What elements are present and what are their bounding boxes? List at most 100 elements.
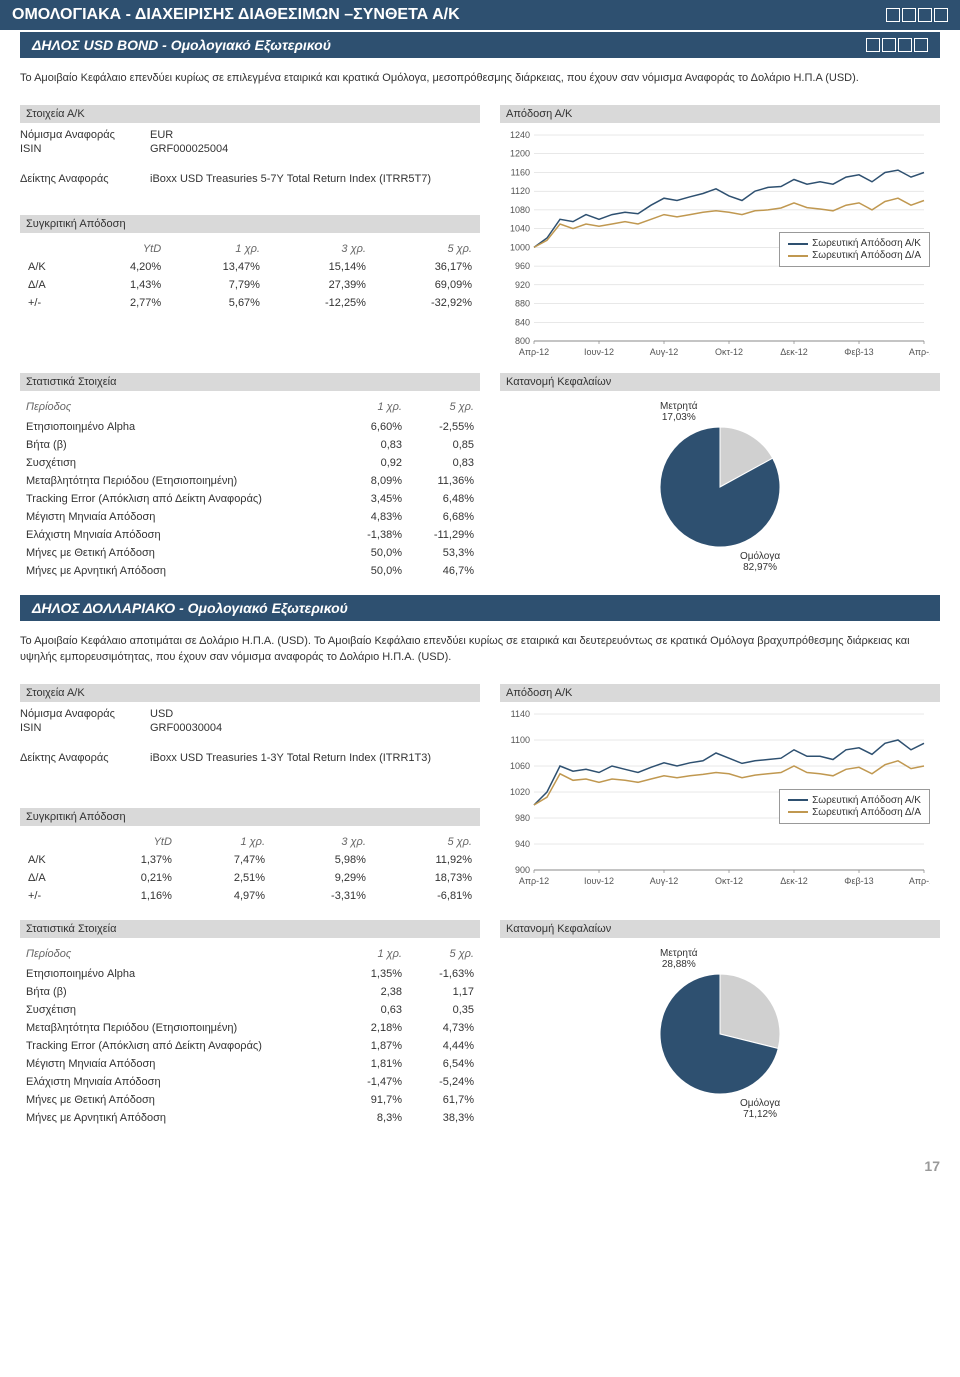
svg-text:900: 900: [515, 865, 530, 875]
table-row: Συσχέτιση0,920,83: [22, 455, 478, 471]
table-row: Συσχέτιση0,630,35: [22, 1002, 478, 1018]
fund2-comp-title: Συγκριτική Απόδοση: [20, 808, 480, 826]
svg-text:1040: 1040: [510, 223, 530, 233]
currency-value: EUR: [150, 129, 173, 141]
fund1-comp-title: Συγκριτική Απόδοση: [20, 215, 480, 233]
fund2-line-chart: 900 940 980 1020 1060 1100 1140 Απρ-12 Ιουν-12 Αυ…: [500, 708, 940, 888]
isin-label: ISIN: [20, 143, 150, 155]
table-row: Βήτα (β)0,830,85: [22, 437, 478, 453]
fund2-alloc-title: Κατανομή Κεφαλαίων: [500, 920, 940, 938]
table-header: YtD1 χρ.3 χρ.5 χρ.: [22, 241, 478, 257]
fund2-stats-rows: Ετησιοποιημένο Alpha1,35%-1,63% Βήτα (β)2…: [20, 964, 480, 1128]
currency-label: Νόμισμα Αναφοράς: [20, 708, 150, 720]
fund2-pie-chart: Μετρητά28,88%Ομόλογα71,12%: [500, 944, 940, 1124]
svg-text:Απρ-13: Απρ-13: [909, 876, 930, 886]
fund1-title: ΔΗΛΟΣ USD BOND - Ομολογιακό Εξωτερικού: [32, 37, 331, 53]
fund2-details-title: Στοιχεία Α/Κ: [20, 684, 480, 702]
fund2-stats-table: Περίοδος1 χρ.5 χρ.: [20, 944, 480, 964]
header-decor: [886, 8, 948, 22]
fund2-perf-table: YtD1 χρ.3 χρ.5 χρ. Α/Κ1,37%7,47%5,98%11,…: [20, 832, 480, 906]
currency-label: Νόμισμα Αναφοράς: [20, 129, 150, 141]
table-row: Ετησιοποιημένο Alpha1,35%-1,63%: [22, 966, 478, 982]
svg-text:Φεβ-13: Φεβ-13: [844, 347, 873, 357]
svg-text:920: 920: [515, 279, 530, 289]
fund2-description: Το Αμοιβαίο Κεφάλαιο αποτιμάται σε Δολάρ…: [20, 633, 940, 666]
svg-text:1140: 1140: [511, 709, 530, 719]
svg-text:Απρ-13: Απρ-13: [909, 347, 930, 357]
fund1-description: Το Αμοιβαίο Κεφάλαιο επενδύει κυρίως σε …: [20, 70, 940, 87]
info-row: ISIN GRF00030004: [20, 722, 480, 734]
table-row: Μήνες με Αρνητική Απόδοση50,0%46,7%: [22, 563, 478, 579]
svg-text:Οκτ-12: Οκτ-12: [715, 876, 743, 886]
info-row: Δείκτης Αναφοράς iBoxx USD Treasuries 5-…: [20, 173, 480, 185]
fund1-stats-rows: Ετησιοποιημένο Alpha6,60%-2,55% Βήτα (β)0…: [20, 417, 480, 581]
table-row: Μεταβλητότητα Περιόδου (Ετησιοποιημένη)8…: [22, 473, 478, 489]
svg-text:Αυγ-12: Αυγ-12: [650, 876, 678, 886]
svg-text:960: 960: [515, 261, 530, 271]
svg-text:1200: 1200: [510, 148, 530, 158]
svg-text:Ιουν-12: Ιουν-12: [584, 347, 614, 357]
table-row: Ετησιοποιημένο Alpha6,60%-2,55%: [22, 419, 478, 435]
svg-text:840: 840: [515, 317, 530, 327]
isin-value: GRF000025004: [150, 143, 228, 155]
table-row: Μέγιστη Μηνιαία Απόδοση1,81%6,54%: [22, 1056, 478, 1072]
table-header: Περίοδος1 χρ.5 χρ.: [22, 399, 478, 415]
isin-value: GRF00030004: [150, 722, 222, 734]
table-row: Μεταβλητότητα Περιόδου (Ετησιοποιημένη)2…: [22, 1020, 478, 1036]
svg-text:1000: 1000: [510, 242, 530, 252]
svg-text:Απρ-12: Απρ-12: [519, 347, 549, 357]
svg-text:1080: 1080: [510, 204, 530, 214]
table-row: Α/Κ4,20%13,47%15,14%36,17%: [22, 259, 478, 275]
benchmark-label: Δείκτης Αναφοράς: [20, 752, 150, 764]
benchmark-label: Δείκτης Αναφοράς: [20, 173, 150, 185]
table-row: Μήνες με Αρνητική Απόδοση8,3%38,3%: [22, 1110, 478, 1126]
fund1-perf-table: YtD1 χρ.3 χρ.5 χρ. Α/Κ4,20%13,47%15,14%3…: [20, 239, 480, 313]
svg-text:Απρ-12: Απρ-12: [519, 876, 549, 886]
fund1-alloc-title: Κατανομή Κεφαλαίων: [500, 373, 940, 391]
table-row: Tracking Error (Απόκλιση από Δείκτη Αναφ…: [22, 491, 478, 507]
svg-text:Δεκ-12: Δεκ-12: [780, 347, 808, 357]
fund1-details-title: Στοιχεία Α/Κ: [20, 105, 480, 123]
table-header: YtD1 χρ.3 χρ.5 χρ.: [22, 834, 478, 850]
svg-text:1020: 1020: [510, 787, 530, 797]
info-row: ISIN GRF000025004: [20, 143, 480, 155]
table-row: Δ/Α0,21%2,51%9,29%18,73%: [22, 870, 478, 886]
table-row: Δ/Α1,43%7,79%27,39%69,09%: [22, 277, 478, 293]
fund1-stats-table: Περίοδος1 χρ.5 χρ.: [20, 397, 480, 417]
fund1-perf-title: Απόδοση Α/Κ: [500, 105, 940, 123]
isin-label: ISIN: [20, 722, 150, 734]
info-row: Δείκτης Αναφοράς iBoxx USD Treasuries 1-…: [20, 752, 480, 764]
svg-text:1160: 1160: [511, 167, 530, 177]
svg-text:Φεβ-13: Φεβ-13: [844, 876, 873, 886]
svg-text:Ιουν-12: Ιουν-12: [584, 876, 614, 886]
table-row: +/-1,16%4,97%-3,31%-6,81%: [22, 888, 478, 904]
svg-text:Δεκ-12: Δεκ-12: [780, 876, 808, 886]
fund2-title: ΔΗΛΟΣ ΔΟΛΛΑΡΙΑΚΟ - Ομολογιακό Εξωτερικού: [32, 600, 348, 616]
main-title-bar: ΟΜΟΛΟΓΙΑΚΑ - ΔΙΑΧΕΙΡΙΣΗΣ ΔΙΑΘΕΣΙΜΩΝ –ΣΥΝ…: [0, 0, 960, 30]
benchmark-value: iBoxx USD Treasuries 5-7Υ Total Return I…: [150, 173, 431, 185]
fund1-pie-chart: Μετρητά17,03%Ομόλογα82,97%: [500, 397, 940, 577]
currency-value: USD: [150, 708, 173, 720]
fund2-perf-title: Απόδοση Α/Κ: [500, 684, 940, 702]
fund2-stats-title: Στατιστικά Στοιχεία: [20, 920, 480, 938]
info-row: Νόμισμα Αναφοράς USD: [20, 708, 480, 720]
table-row: Ελάχιστη Μηνιαία Απόδοση-1,47%-5,24%: [22, 1074, 478, 1090]
svg-text:880: 880: [515, 298, 530, 308]
fund1-title-bar: ΔΗΛΟΣ USD BOND - Ομολογιακό Εξωτερικού: [20, 32, 940, 58]
svg-text:1100: 1100: [511, 735, 530, 745]
svg-text:Αυγ-12: Αυγ-12: [650, 347, 678, 357]
svg-text:940: 940: [515, 839, 530, 849]
fund1-stats-title: Στατιστικά Στοιχεία: [20, 373, 480, 391]
table-row: Μέγιστη Μηνιαία Απόδοση4,83%6,68%: [22, 509, 478, 525]
table-row: Α/Κ1,37%7,47%5,98%11,92%: [22, 852, 478, 868]
table-row: Βήτα (β)2,381,17: [22, 984, 478, 1000]
header-decor: [866, 38, 928, 52]
table-row: Ελάχιστη Μηνιαία Απόδοση-1,38%-11,29%: [22, 527, 478, 543]
svg-text:1060: 1060: [510, 761, 530, 771]
svg-text:1240: 1240: [510, 130, 530, 140]
table-header: Περίοδος1 χρ.5 χρ.: [22, 946, 478, 962]
info-row: Νόμισμα Αναφοράς EUR: [20, 129, 480, 141]
fund1-line-chart: 8008408809209601000104010801120116012001…: [500, 129, 940, 359]
svg-text:800: 800: [515, 336, 530, 346]
svg-text:980: 980: [515, 813, 530, 823]
